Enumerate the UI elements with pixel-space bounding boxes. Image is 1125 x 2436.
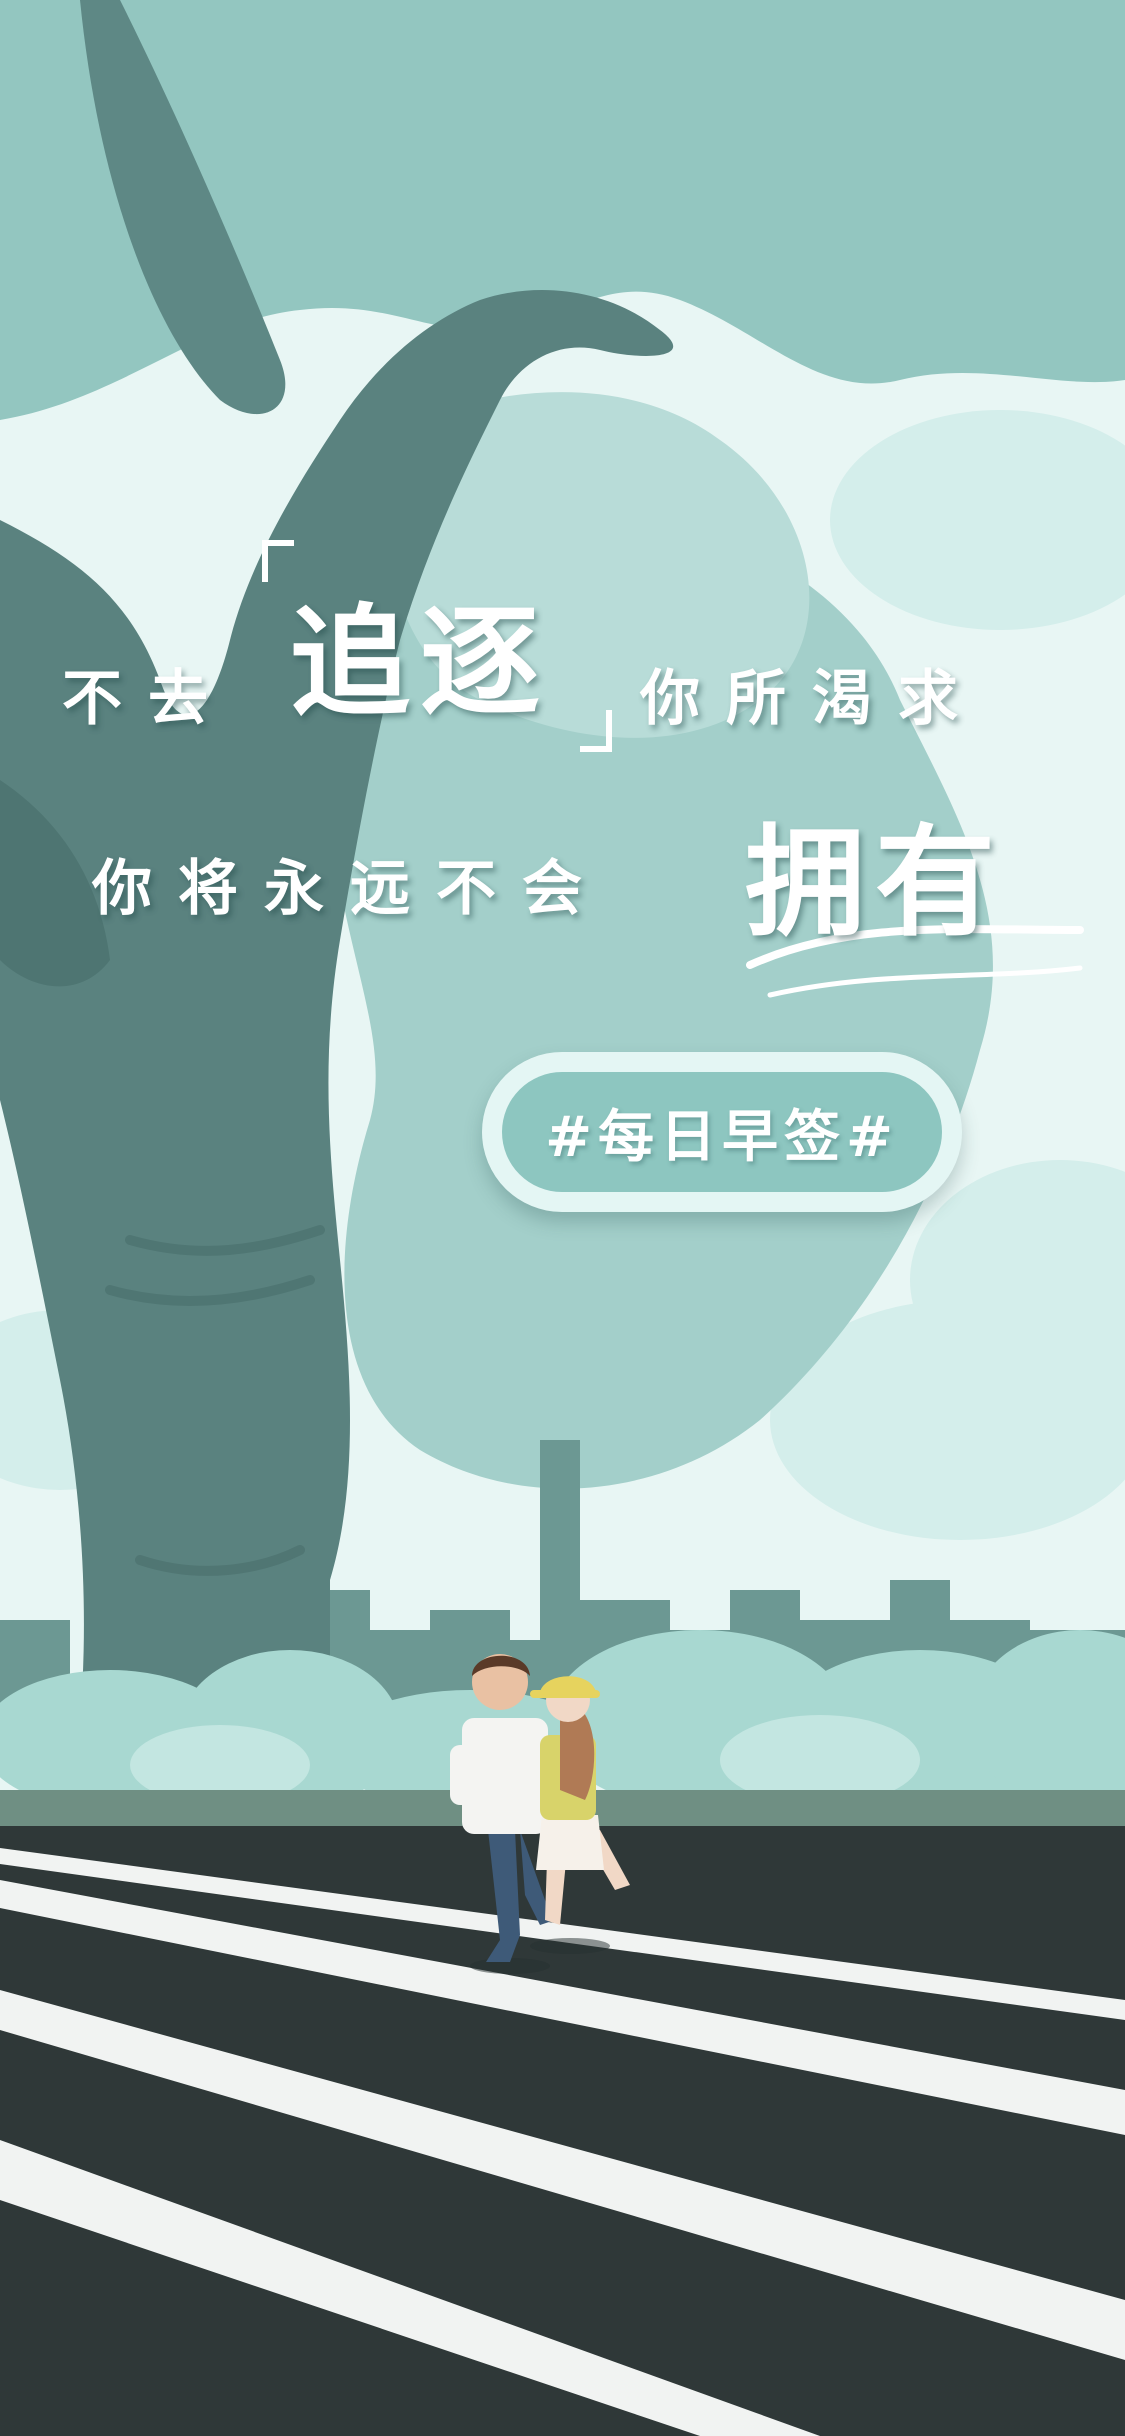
headline-line1-emphasis: 追逐 — [290, 594, 550, 733]
headline-line2-emphasis: 拥有 — [745, 814, 1005, 953]
bushes-light — [130, 1715, 920, 1805]
daily-tag-badge-inner: #每日早签# — [502, 1072, 942, 1192]
tree-canopy — [0, 0, 1125, 1489]
daily-tag-badge: #每日早签# — [482, 1052, 962, 1212]
headline-line1-pre: 不去 — [62, 664, 234, 734]
daily-tag-label: #每日早签# — [545, 1104, 899, 1170]
lane-lines — [0, 1848, 1125, 2436]
tree-trunk — [0, 0, 674, 1720]
headline-line2-pre: 你将永远不会 — [92, 854, 608, 924]
headline-line1-post: 你所渴求 — [640, 664, 984, 734]
runner-man — [450, 1654, 555, 1974]
bracket-open — [262, 540, 294, 582]
trunk-texture — [105, 1225, 325, 1576]
cloud-shapes — [0, 410, 1125, 1540]
bracket-close — [580, 710, 612, 752]
swoosh — [746, 925, 1084, 998]
runner-woman — [530, 1676, 630, 1954]
